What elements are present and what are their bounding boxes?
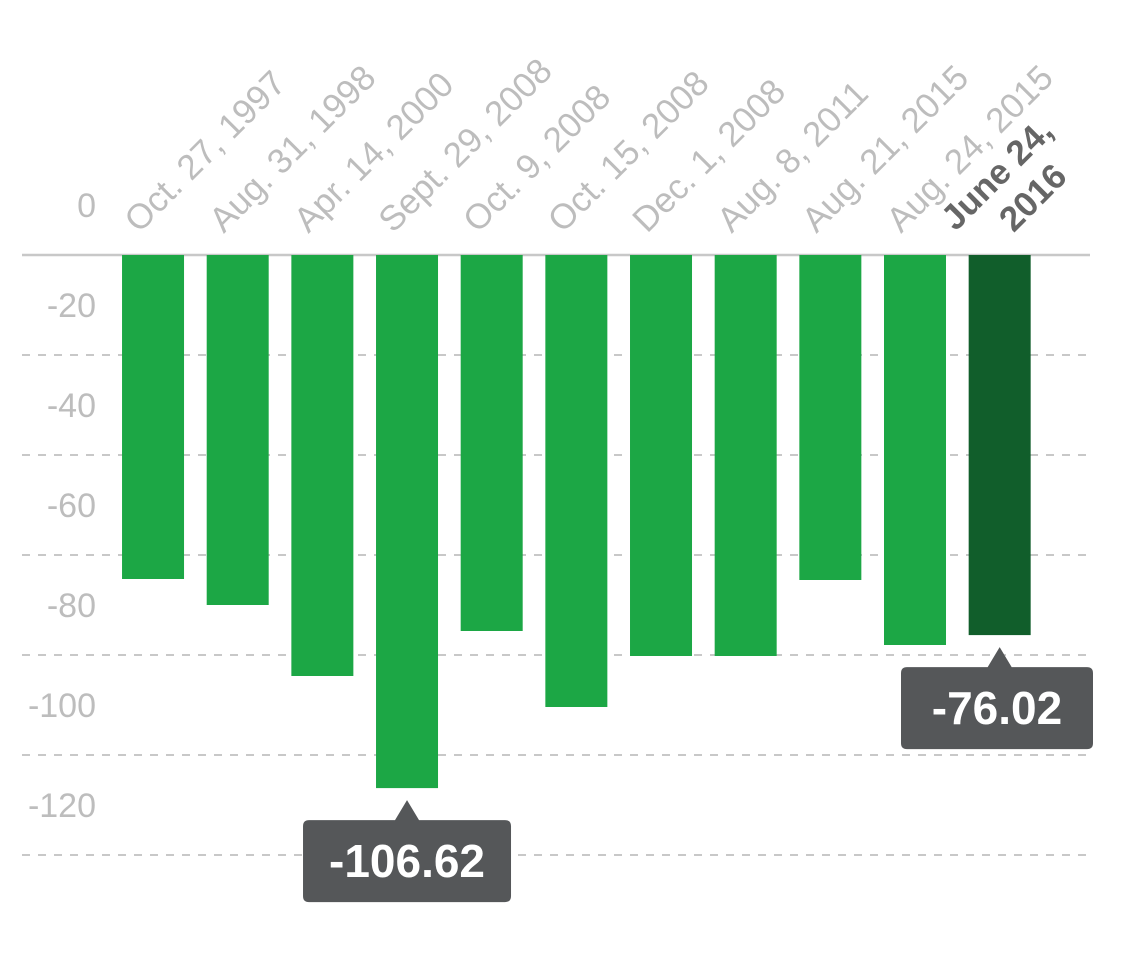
value-label: -76.02: [932, 682, 1062, 734]
y-tick-label: -100: [28, 687, 96, 725]
y-tick-label: -120: [28, 787, 96, 825]
value-label-box: [303, 800, 512, 903]
y-tick-label: -80: [47, 587, 96, 625]
x-tick-label: June 24, 2016: [934, 104, 1097, 267]
bar: [799, 255, 862, 580]
bar: [714, 255, 777, 656]
bar: [206, 255, 269, 605]
bar: [376, 255, 439, 789]
value-label-box: [901, 647, 1093, 750]
bar: [884, 255, 947, 645]
x-label-group: June 24, 2016: [934, 104, 1097, 267]
y-tick-label: 0: [77, 187, 96, 225]
y-tick-label: -60: [47, 487, 96, 525]
bar: [460, 255, 523, 631]
bar: [291, 255, 354, 676]
bar: [545, 255, 608, 707]
y-tick-label: -20: [47, 287, 96, 325]
y-tick-label: -40: [47, 387, 96, 425]
bar: [968, 255, 1031, 636]
value-label: -106.62: [329, 835, 485, 887]
bar: [122, 255, 185, 579]
bar: [630, 255, 693, 656]
